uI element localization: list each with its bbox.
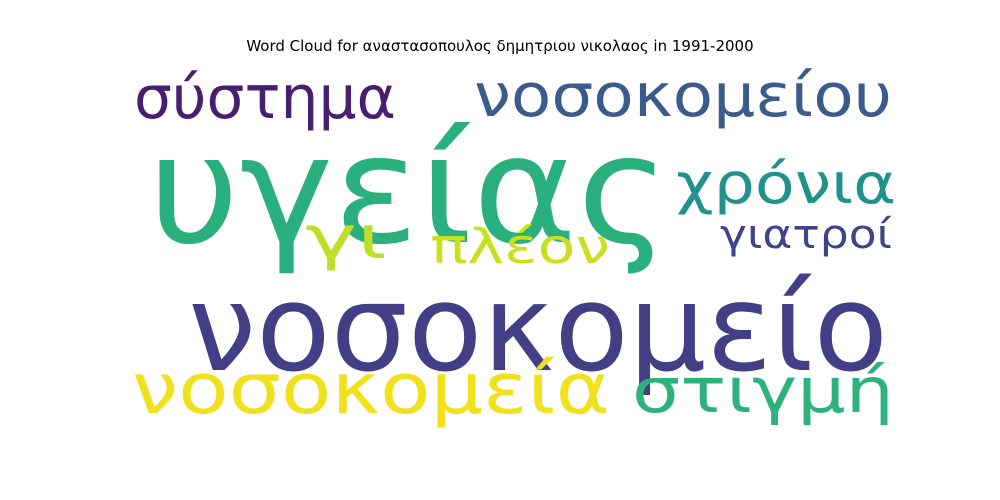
chart-title: Word Cloud for αναστασοπουλος δημητριου … <box>246 37 754 55</box>
word-4: νοσοκομείου <box>474 61 892 131</box>
word-2: νοσοκομείο <box>188 260 888 399</box>
word-5: σύστημα <box>134 63 396 133</box>
word-7: χρόνια <box>676 152 896 217</box>
word-9: γι <box>305 203 387 273</box>
word-1: υγείας <box>148 104 670 278</box>
word-6: στιγμή <box>632 354 894 427</box>
word-8: πλέον <box>430 219 610 275</box>
word-3: νοσοκομεία <box>132 348 610 430</box>
word-10: γιατροί <box>720 212 892 258</box>
